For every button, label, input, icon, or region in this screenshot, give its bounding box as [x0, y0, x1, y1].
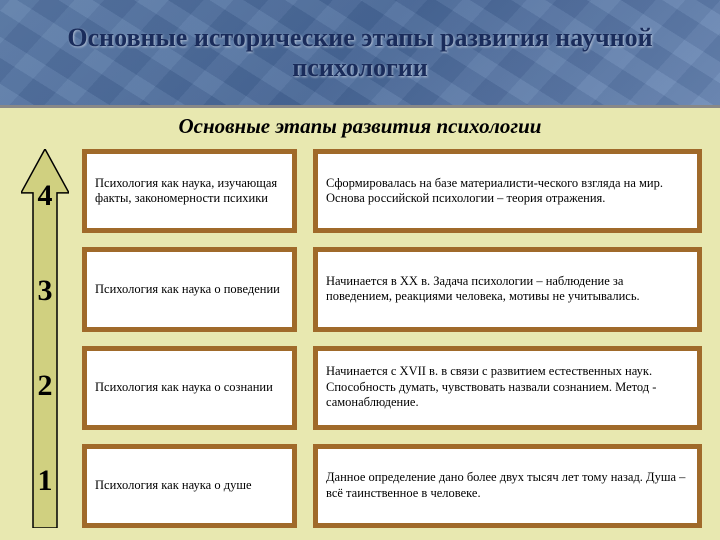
- stage-definition: Психология как наука о поведении: [82, 247, 297, 331]
- stage-number: 1: [18, 433, 72, 528]
- stage-number: 3: [18, 244, 72, 339]
- stage-number: 4: [18, 149, 72, 244]
- stage-row: Психология как наука о сознании Начинает…: [82, 346, 702, 430]
- stage-row: Психология как наука о душе Данное опред…: [82, 444, 702, 528]
- stage-description: Начинается в XX в. Задача психологии – н…: [313, 247, 702, 331]
- page-title: Основные исторические этапы развития нау…: [0, 23, 720, 83]
- stage-description: Начинается с XVII в. в связи с развитием…: [313, 346, 702, 430]
- stage-row: Психология как наука, изучающая факты, з…: [82, 149, 702, 233]
- subtitle: Основные этапы развития психологии: [18, 114, 702, 139]
- stage-description: Данное определение дано более двух тысяч…: [313, 444, 702, 528]
- header-banner: Основные исторические этапы развития нау…: [0, 0, 720, 108]
- stage-rows: Психология как наука, изучающая факты, з…: [82, 149, 702, 528]
- arrow-column: 4 3 2 1: [18, 149, 72, 528]
- diagram-body: 4 3 2 1 Психология как наука, изучающая …: [18, 149, 702, 528]
- stage-number: 2: [18, 339, 72, 434]
- stage-definition: Психология как наука, изучающая факты, з…: [82, 149, 297, 233]
- stage-definition: Психология как наука о сознании: [82, 346, 297, 430]
- content-area: Основные этапы развития психологии 4 3 2…: [0, 108, 720, 540]
- stage-row: Психология как наука о поведении Начинае…: [82, 247, 702, 331]
- stage-definition: Психология как наука о душе: [82, 444, 297, 528]
- stage-description: Сформировалась на базе материалисти-ческ…: [313, 149, 702, 233]
